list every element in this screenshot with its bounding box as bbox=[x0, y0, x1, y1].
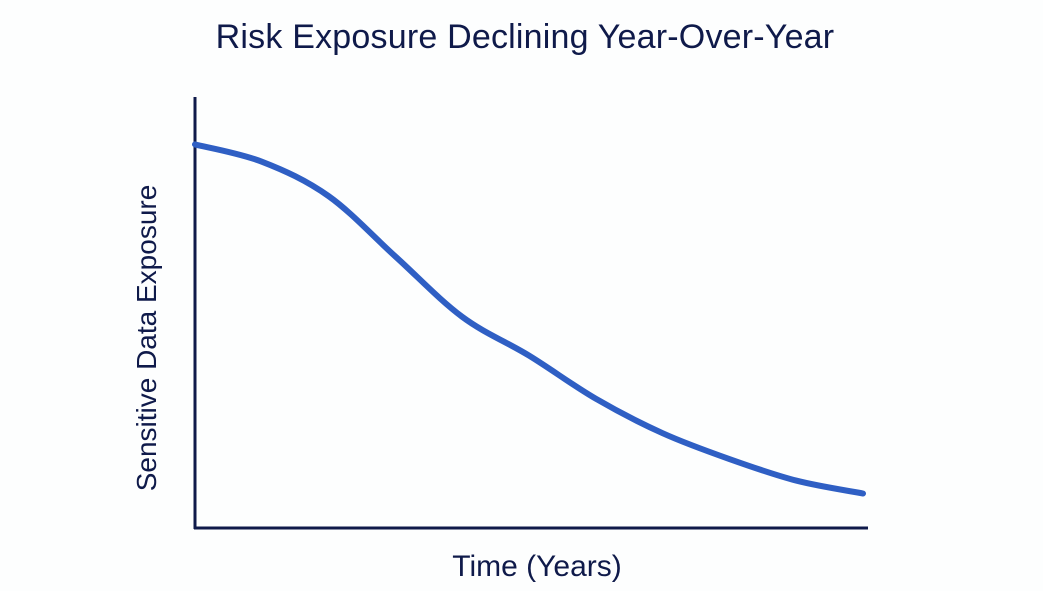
x-axis-label: Time (Years) bbox=[452, 550, 622, 583]
chart-title: Risk Exposure Declining Year-Over-Year bbox=[215, 18, 835, 56]
exposure-line bbox=[192, 141, 866, 497]
